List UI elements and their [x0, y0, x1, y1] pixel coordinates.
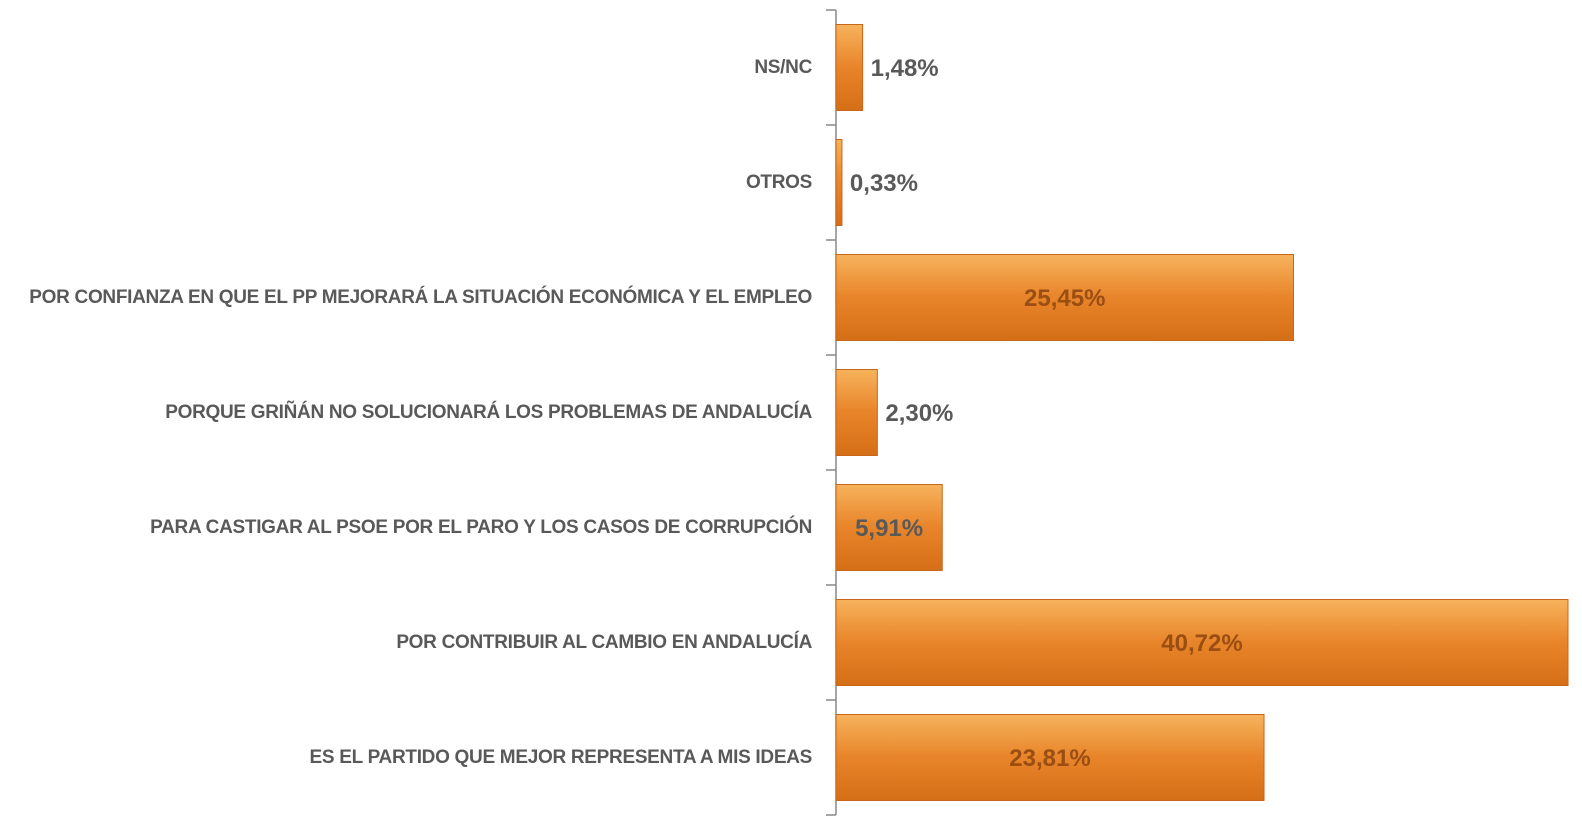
bar [835, 714, 1265, 801]
category-label: POR CONTRIBUIR AL CAMBIO EN ANDALUCÍA [0, 593, 812, 693]
category-text: ES EL PARTIDO QUE MEJOR REPRESENTA A MIS… [309, 746, 813, 768]
category-label: POR CONFIANZA EN QUE EL PP MEJORARÁ LA S… [0, 248, 812, 348]
bar [835, 254, 1294, 341]
category-text: POR CONTRIBUIR AL CAMBIO EN ANDALUCÍA [396, 631, 812, 653]
value-label: 40,72% [1161, 630, 1242, 657]
bar [835, 139, 843, 226]
bar [835, 484, 943, 571]
value-label: 2,30% [885, 400, 953, 427]
value-label: 1,48% [871, 55, 939, 82]
value-label: 23,81% [1009, 745, 1090, 772]
category-label: PARA CASTIGAR AL PSOE POR EL PARO Y LOS … [0, 478, 812, 578]
category-label: NS/NC [0, 18, 812, 118]
category-label: OTROS [0, 133, 812, 233]
category-label: PORQUE GRIÑÁN NO SOLUCIONARÁ LOS PROBLEM… [0, 363, 812, 463]
bar [835, 599, 1569, 686]
category-text: NS/NC [754, 56, 812, 78]
category-text: PARA CASTIGAR AL PSOE POR EL PARO Y LOS … [150, 516, 812, 538]
category-label: ES EL PARTIDO QUE MEJOR REPRESENTA A MIS… [0, 708, 813, 808]
value-label: 25,45% [1024, 285, 1105, 312]
value-label: 0,33% [850, 170, 918, 197]
category-text: OTROS [745, 171, 812, 193]
bar [835, 369, 878, 456]
bar [835, 24, 864, 111]
category-text: PORQUE GRIÑÁN NO SOLUCIONARÁ LOS PROBLEM… [165, 401, 812, 423]
value-label: 5,91% [855, 515, 923, 542]
category-text: POR CONFIANZA EN QUE EL PP MEJORARÁ LA S… [29, 286, 812, 308]
